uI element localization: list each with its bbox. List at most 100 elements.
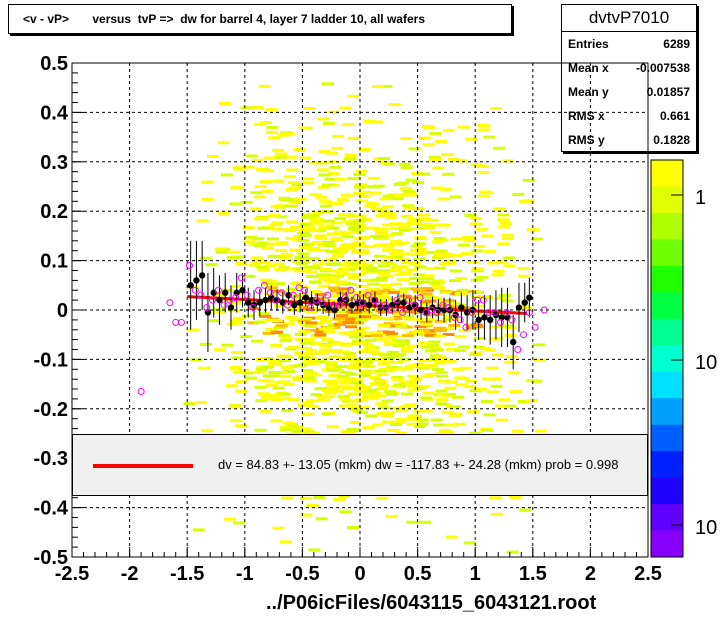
stat-value: 0.661 (659, 109, 690, 123)
density-cell (297, 239, 310, 242)
density-cell (322, 219, 335, 223)
colorbar-tick-label: 1 (695, 187, 706, 209)
density-cell (380, 85, 393, 88)
density-cell (310, 393, 323, 397)
density-cell (502, 233, 514, 237)
density-cell (376, 373, 389, 376)
density-cell (347, 310, 360, 314)
density-cell (298, 355, 310, 359)
density-cell (416, 318, 428, 322)
density-cell (383, 288, 396, 292)
density-cell (317, 284, 330, 288)
density-cell (261, 365, 274, 369)
density-cell (436, 393, 449, 397)
density-cell (399, 287, 411, 291)
density-cell (390, 354, 403, 357)
density-cell (336, 272, 349, 275)
density-cell (454, 349, 467, 353)
density-cell (319, 267, 332, 271)
density-cell (398, 258, 411, 262)
open-point (347, 286, 355, 294)
density-cell (345, 264, 358, 268)
density-cell (383, 322, 396, 326)
density-cell (434, 334, 446, 338)
density-cell (328, 286, 341, 290)
density-cell (324, 177, 337, 181)
density-cell (407, 414, 419, 418)
density-cell (378, 264, 390, 268)
density-cell (422, 226, 435, 230)
density-cell (335, 365, 348, 368)
density-cell (503, 264, 516, 268)
density-cell (433, 266, 446, 270)
density-cell (302, 181, 315, 185)
y-tick-label: -0.2 (34, 399, 68, 421)
filled-point (187, 282, 194, 289)
density-cell (336, 314, 348, 318)
density-cell (251, 339, 264, 343)
density-cell (263, 156, 276, 160)
density-cell (394, 420, 407, 424)
density-cell (296, 293, 309, 297)
density-cell (334, 177, 347, 181)
density-cell (348, 406, 361, 409)
density-cell (435, 389, 448, 393)
open-point (514, 346, 522, 354)
density-cell (266, 125, 279, 129)
density-cell (321, 298, 333, 302)
density-cell (409, 378, 422, 381)
density-cell (407, 296, 420, 300)
density-cell (471, 290, 484, 294)
density-cell (280, 336, 293, 340)
density-cell (364, 338, 377, 342)
density-cell (309, 289, 322, 293)
density-cell (337, 375, 349, 378)
density-cell (308, 432, 321, 436)
density-cell (333, 230, 346, 234)
density-cell (266, 242, 279, 246)
density-cell (439, 262, 451, 266)
density-cell (339, 106, 352, 110)
density-cell (251, 105, 264, 109)
open-point (502, 308, 510, 316)
density-cell (351, 250, 364, 254)
density-cell (273, 282, 285, 286)
open-point (364, 291, 372, 299)
stat-value: 0.1828 (653, 133, 690, 147)
density-cell (217, 141, 230, 145)
density-cell (301, 226, 314, 230)
density-cell (420, 292, 433, 296)
x-tick-label: -0.5 (285, 563, 319, 585)
density-cell (305, 310, 318, 314)
density-cell (242, 165, 255, 169)
density-cell (314, 333, 327, 337)
density-cell (302, 401, 315, 405)
density-cell (284, 315, 297, 319)
density-cell (314, 236, 327, 240)
colorbar-tick-label: 10 (695, 352, 717, 374)
density-cell (417, 280, 430, 284)
density-cell (261, 282, 274, 286)
density-cell (402, 204, 415, 208)
density-cell (345, 325, 357, 329)
density-cell (278, 196, 291, 200)
x-tick-label: -2.5 (55, 563, 89, 585)
density-cell (327, 425, 339, 429)
density-cell (366, 350, 379, 354)
density-cell (311, 241, 324, 244)
density-cell (254, 122, 266, 126)
density-cell (278, 392, 291, 396)
open-point (491, 308, 499, 316)
density-cell (294, 197, 307, 201)
density-cell (322, 395, 335, 399)
density-cell (442, 327, 455, 331)
density-cell (464, 541, 476, 545)
density-cell (319, 319, 332, 323)
density-cell (380, 161, 393, 165)
open-point (306, 304, 314, 312)
density-cell (355, 169, 368, 173)
density-cell (477, 171, 490, 174)
density-cell (340, 243, 353, 247)
colorbar-band (651, 451, 683, 479)
density-cell (358, 190, 371, 194)
